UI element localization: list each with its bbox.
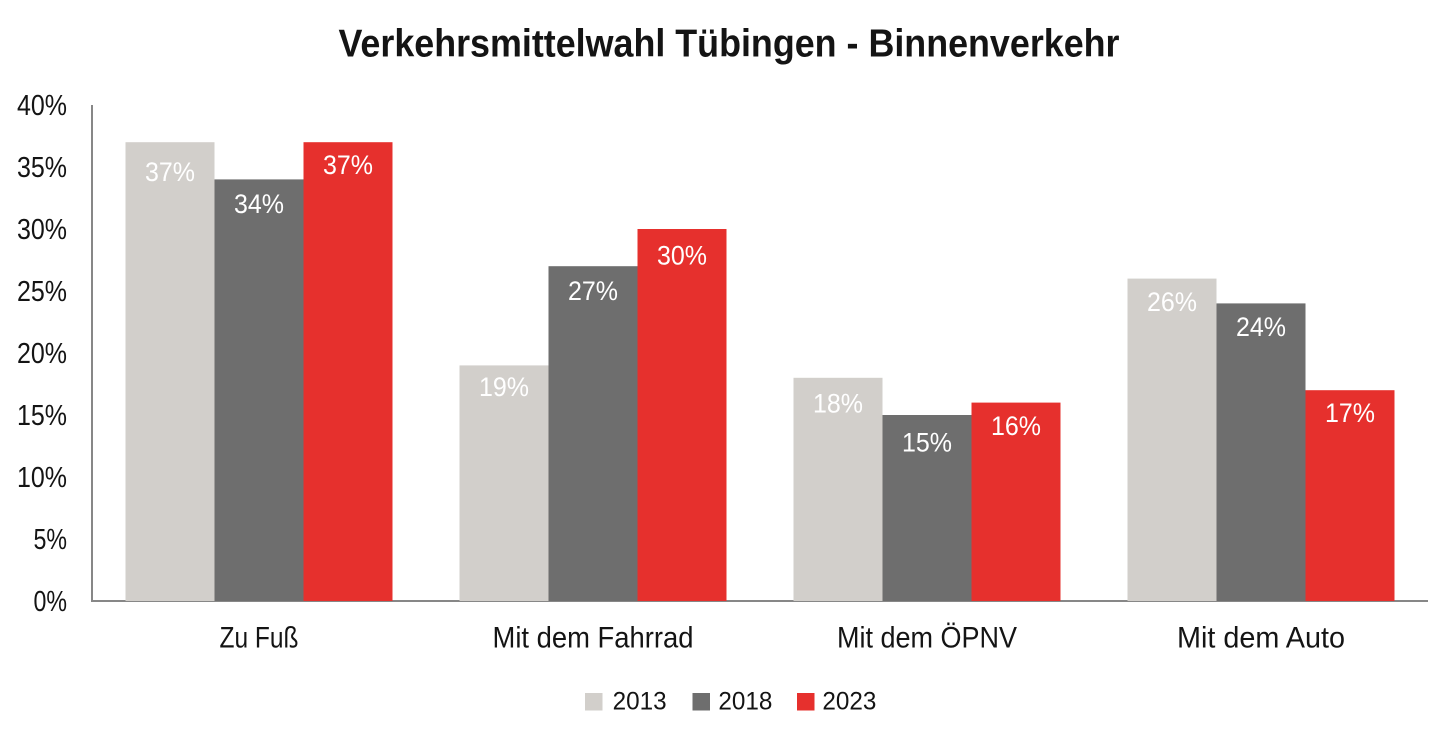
svg-text:10%: 10% <box>17 462 67 494</box>
svg-text:18%: 18% <box>813 388 863 418</box>
svg-text:5%: 5% <box>34 524 68 556</box>
svg-text:26%: 26% <box>1147 287 1197 317</box>
svg-text:37%: 37% <box>323 150 373 180</box>
svg-text:2018: 2018 <box>718 688 772 716</box>
svg-text:Verkehrsmittelwahl Tübingen -: Verkehrsmittelwahl Tübingen - Binnenverk… <box>339 23 1120 66</box>
svg-text:15%: 15% <box>902 428 952 458</box>
svg-text:24%: 24% <box>1236 312 1286 342</box>
svg-text:20%: 20% <box>17 338 67 370</box>
svg-text:15%: 15% <box>17 400 67 432</box>
svg-text:2023: 2023 <box>822 688 876 716</box>
svg-text:Mit dem Fahrrad: Mit dem Fahrrad <box>493 622 694 655</box>
svg-text:27%: 27% <box>568 276 618 306</box>
svg-text:2013: 2013 <box>613 688 667 716</box>
svg-text:37%: 37% <box>145 157 195 187</box>
svg-text:17%: 17% <box>1325 398 1375 428</box>
svg-text:Mit dem ÖPNV: Mit dem ÖPNV <box>837 622 1017 655</box>
svg-text:0%: 0% <box>34 586 68 618</box>
svg-text:16%: 16% <box>991 411 1041 441</box>
svg-text:30%: 30% <box>17 214 67 246</box>
svg-text:35%: 35% <box>17 152 67 184</box>
svg-text:19%: 19% <box>479 372 529 402</box>
svg-text:30%: 30% <box>657 241 707 271</box>
svg-text:Mit dem Auto: Mit dem Auto <box>1177 622 1345 655</box>
svg-text:25%: 25% <box>17 276 67 308</box>
svg-text:40%: 40% <box>17 90 67 122</box>
svg-text:34%: 34% <box>234 189 284 219</box>
svg-text:Zu Fuß: Zu Fuß <box>220 622 299 655</box>
